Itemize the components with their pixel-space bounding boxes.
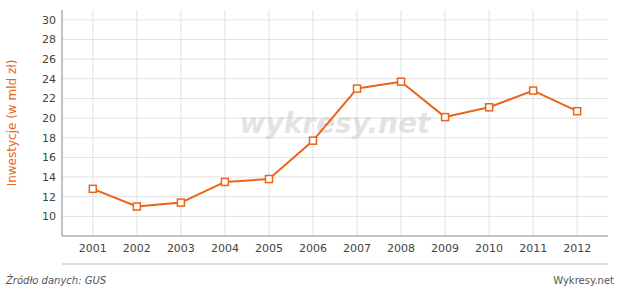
y-grid-line: [62, 157, 608, 158]
x-grid-line: [136, 10, 137, 236]
marker: [221, 178, 228, 185]
x-axis-line: [62, 236, 608, 237]
x-grid-line: [577, 10, 578, 236]
y-grid-line: [62, 98, 608, 99]
x-grid-line: [224, 10, 225, 236]
source-text: Źródło danych: GUS: [5, 274, 107, 286]
marker: [265, 176, 272, 183]
y-tick-label: 26: [42, 53, 56, 66]
y-tick-label: 28: [42, 33, 56, 46]
x-tick-label: 2006: [299, 242, 327, 255]
x-tick-label: 2008: [387, 242, 415, 255]
marker: [354, 85, 361, 92]
y-tick-label: 30: [42, 14, 56, 27]
x-grid-line: [92, 10, 93, 236]
grid: [62, 10, 608, 236]
chart: 10 12 14 16 18 20 22 24 26 28 30 2001 2002 2003 2004 20…: [0, 0, 620, 292]
x-tick-label: 2005: [255, 242, 283, 255]
x-grid-line: [533, 10, 534, 236]
x-grid-line: [445, 10, 446, 236]
x-tick-label: 2001: [79, 242, 107, 255]
y-grid-line: [62, 39, 608, 40]
series: [89, 78, 580, 210]
y-tick-label: 14: [42, 171, 56, 184]
x-tick-label: 2012: [563, 242, 591, 255]
y-tick-label: 22: [42, 92, 56, 105]
y-grid-line: [62, 177, 608, 178]
brand-text: Wykresy.net: [553, 275, 614, 286]
y-grid-line: [62, 216, 608, 217]
x-tick-label: 2007: [343, 242, 371, 255]
x-tick-label: 2010: [475, 242, 503, 255]
y-tick-label: 20: [42, 112, 56, 125]
marker: [442, 114, 449, 121]
marker: [177, 199, 184, 206]
watermark: wykresy.net: [240, 107, 432, 140]
y-axis-line: [62, 10, 63, 236]
y-tick-label: 10: [42, 210, 56, 223]
marker: [530, 87, 537, 94]
marker: [309, 137, 316, 144]
y-tick-label: 24: [42, 73, 56, 86]
marker: [398, 78, 405, 85]
y-grid-line: [62, 196, 608, 197]
footer-divider: [62, 264, 608, 265]
y-tick-label: 16: [42, 151, 56, 164]
y-tick-label: 12: [42, 191, 56, 204]
marker: [486, 104, 493, 111]
marker: [574, 108, 581, 115]
marker: [133, 203, 140, 210]
axes: 10 12 14 16 18 20 22 24 26 28 30 2001 2002 2003 2004 20…: [42, 10, 608, 255]
x-grid-line: [489, 10, 490, 236]
marker: [89, 185, 96, 192]
y-axis-label: Inwestycje (w mld zł): [5, 60, 19, 187]
y-grid-line: [62, 78, 608, 79]
x-tick-label: 2002: [123, 242, 151, 255]
y-grid-line: [62, 19, 608, 20]
x-tick-label: 2003: [167, 242, 195, 255]
x-tick-label: 2011: [519, 242, 547, 255]
x-tick-label: 2004: [211, 242, 239, 255]
y-grid-line: [62, 59, 608, 60]
y-tick-label: 18: [42, 132, 56, 145]
line: [93, 82, 577, 207]
x-tick-label: 2009: [431, 242, 459, 255]
